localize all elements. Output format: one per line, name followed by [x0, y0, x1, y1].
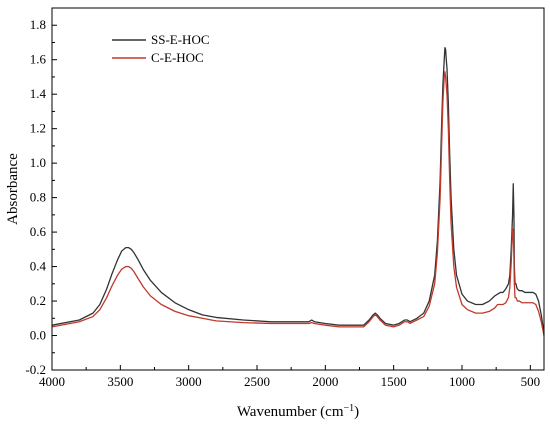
series-layer: [51, 47, 545, 336]
legend: SS-E-HOC C-E-HOC: [112, 32, 210, 65]
y-tick-label: 1.2: [30, 121, 46, 136]
x-tick-label: 1000: [449, 374, 475, 389]
plot-frame: [51, 7, 545, 371]
series-line-c-e-hoc: [51, 71, 545, 336]
legend-label-c-e-hoc: C-E-HOC: [151, 50, 204, 65]
x-tick-label: 2000: [312, 374, 338, 389]
y-tick-label: 0.2: [30, 293, 46, 308]
y-tick-label: 1.0: [30, 155, 46, 170]
legend-label-ss-e-hoc: SS-E-HOC: [151, 32, 210, 47]
y-tick-label: 1.8: [30, 17, 46, 32]
y-tick-label: 0.4: [30, 259, 47, 274]
x-tick-label: 1500: [381, 374, 407, 389]
y-tick-label: -0.2: [25, 362, 46, 377]
ticks-layer: 4000 3500 3000 2500 2000 1500 1000 500 -0.2 0.0 0.…: [25, 17, 540, 389]
y-tick-label: 0.8: [30, 190, 46, 205]
x-tick-label: 500: [521, 374, 541, 389]
y-tick-label: 0.0: [30, 328, 46, 343]
y-tick-label: 1.6: [30, 52, 47, 67]
y-axis-label: Absorbance: [5, 153, 21, 225]
y-tick-label: 1.4: [30, 86, 47, 101]
y-tick-label: 0.6: [30, 224, 47, 239]
x-axis-label: Wavenumber (cm−1): [237, 403, 359, 420]
series-line-ss-e-hoc: [51, 47, 545, 334]
x-tick-label: 4000: [39, 374, 65, 389]
x-tick-label: 3500: [107, 374, 133, 389]
x-tick-label: 3000: [176, 374, 202, 389]
x-tick-label: 2500: [244, 374, 270, 389]
